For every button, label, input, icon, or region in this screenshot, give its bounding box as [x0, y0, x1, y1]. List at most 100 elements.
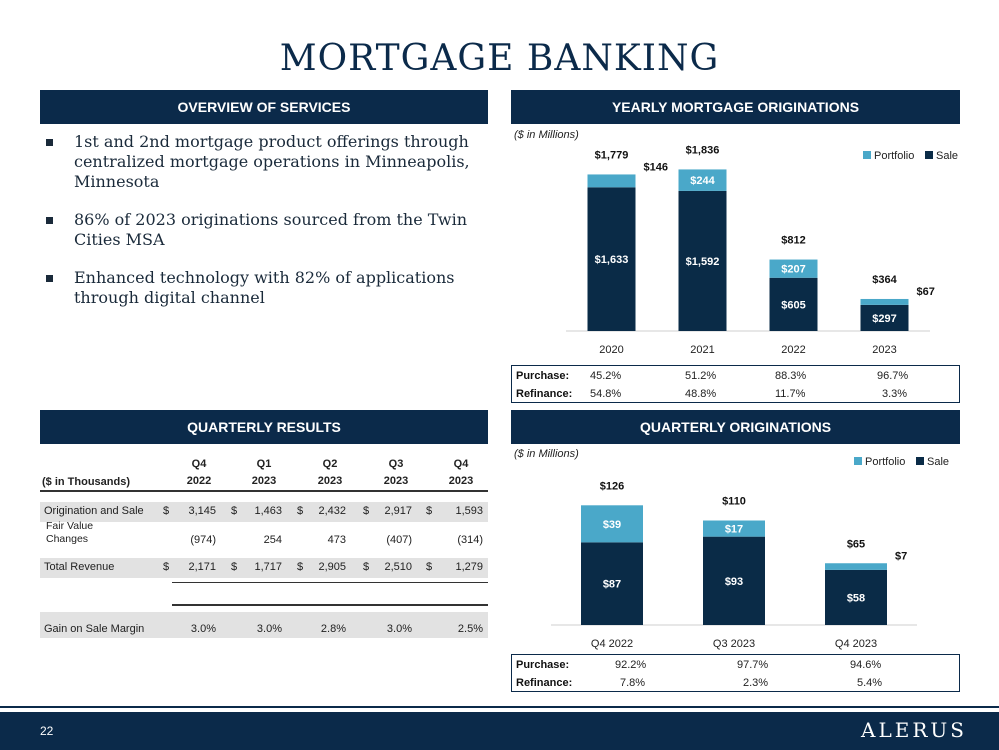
total-label: $65	[847, 538, 865, 550]
sale-value-label: $93	[725, 576, 743, 588]
x-tick-label: Q3 2023	[713, 638, 755, 650]
row-value: 473	[327, 534, 346, 546]
purchase-row: Purchase: 92.2% 97.7% 94.6%	[512, 656, 961, 673]
row-value: 3,145	[188, 505, 216, 517]
total-label: $364	[872, 274, 897, 286]
bar-sale	[769, 277, 818, 331]
column-quarter: Q4	[191, 458, 207, 470]
dollar-sign: $	[297, 561, 304, 573]
dollar-sign: $	[426, 561, 433, 573]
legend-sale-swatch	[916, 457, 924, 465]
total-rule	[172, 582, 488, 583]
dollar-sign: $	[297, 505, 304, 517]
refinance-label: Refinance:	[516, 676, 573, 689]
quarterly-results-header: QUARTERLY RESULTS	[40, 410, 488, 444]
bullet-item: Enhanced technology with 82% of applicat…	[40, 268, 490, 308]
row-band	[40, 612, 488, 638]
bar-sale	[678, 190, 727, 331]
legend-sale-label: Sale	[936, 150, 958, 162]
legend-portfolio-swatch	[863, 151, 871, 159]
purchase-value: 51.2%	[685, 369, 717, 382]
legend-portfolio-label: Portfolio	[874, 150, 914, 162]
row-label: Origination and Sale	[44, 505, 144, 517]
yearly-unit-note: ($ in Millions)	[514, 129, 579, 141]
alerus-logo: ALERUS	[861, 718, 967, 742]
bar-portfolio	[703, 520, 765, 537]
x-tick-label: Q4 2023	[835, 638, 877, 650]
total-label: $110	[722, 496, 746, 508]
legend-sale-label: Sale	[927, 456, 949, 468]
dollar-sign: $	[163, 561, 170, 573]
dollar-sign: $	[363, 505, 370, 517]
refinance-value: 3.3%	[882, 387, 908, 400]
bar-portfolio	[825, 563, 887, 570]
sale-value-label: $1,592	[686, 256, 720, 268]
row-value: 1,463	[254, 505, 282, 517]
footer-bar	[0, 712, 999, 750]
dollar-sign: $	[231, 561, 238, 573]
x-tick-label: Q4 2022	[591, 638, 633, 650]
purchase-label: Purchase:	[516, 658, 570, 671]
dollar-sign: $	[363, 561, 370, 573]
dollar-sign: $	[231, 505, 238, 517]
total-label: $1,836	[686, 144, 720, 156]
total-double-rule	[172, 604, 488, 606]
purchase-label: Purchase:	[516, 369, 570, 382]
refinance-label: Refinance:	[516, 387, 573, 400]
header-rule	[40, 490, 488, 492]
bullet-text: 86% of 2023 originations sourced from th…	[74, 210, 467, 249]
column-year: 2023	[251, 475, 277, 487]
portfolio-value-label: $244	[690, 175, 715, 187]
bar-portfolio	[678, 169, 727, 191]
footer-rule	[0, 706, 999, 708]
bar-sale	[860, 304, 909, 331]
column-year: 2023	[317, 475, 343, 487]
quarterly-mix-table: Purchase: 92.2% 97.7% 94.6% Refinance: 7…	[511, 654, 960, 692]
purchase-value: 88.3%	[775, 369, 807, 382]
bullet-square-icon	[46, 139, 56, 146]
page-title: MORTGAGE BANKING	[279, 38, 720, 79]
refinance-row: Refinance: 54.8% 48.8% 11.7% 3.3%	[512, 385, 961, 402]
x-tick-label: 2020	[599, 344, 623, 356]
bullet-item: 86% of 2023 originations sourced from th…	[40, 210, 490, 250]
yearly-mix-table: Purchase: 45.2% 51.2% 88.3% 96.7% Refina…	[511, 365, 960, 403]
row-label: Fair Value Changes	[46, 520, 94, 545]
purchase-value: 92.2%	[615, 658, 647, 671]
quarterly-originations-chart: Q4 2022 $126 $87 $39 Q3 2023 $110 $93 $17 Q4 202…	[551, 456, 949, 650]
legend-sale-swatch	[925, 151, 933, 159]
column-quarter: Q1	[256, 458, 272, 470]
column-year: 2023	[448, 475, 474, 487]
column-quarter: Q2	[322, 458, 338, 470]
bar-portfolio	[587, 174, 636, 188]
yearly-originations-chart: 2020 $1,779 $1,633 $146 2021 $1,836 $1,592 $244…	[566, 144, 958, 356]
purchase-value: 45.2%	[590, 369, 622, 382]
legend-portfolio-label: Portfolio	[865, 456, 905, 468]
yearly-originations-header: YEARLY MORTGAGE ORIGINATIONS	[511, 90, 960, 124]
row-value: 2,510	[384, 561, 412, 573]
purchase-value: 96.7%	[877, 369, 909, 382]
refinance-value: 11.7%	[775, 387, 806, 400]
row-value: 1,717	[254, 561, 282, 573]
row-value: 2.8%	[320, 623, 346, 635]
portfolio-value-label: $17	[725, 524, 743, 536]
quarterly-originations-header: QUARTERLY ORIGINATIONS	[511, 410, 960, 444]
bullet-text: Enhanced technology with 82% of applicat…	[74, 268, 455, 307]
bullet-text: 1st and 2nd mortgage product offerings t…	[74, 132, 470, 191]
row-value: 2,171	[188, 561, 216, 573]
column-quarter: Q4	[453, 458, 469, 470]
legend-portfolio-swatch	[854, 457, 862, 465]
row-value: 2,905	[318, 561, 346, 573]
row-value: 3.0%	[386, 623, 412, 635]
row-band	[40, 502, 488, 522]
x-tick-label: 2023	[872, 344, 896, 356]
bullet-square-icon	[46, 275, 56, 282]
sale-value-label: $58	[847, 592, 865, 604]
row-band	[40, 558, 488, 578]
column-year: 2022	[186, 475, 212, 487]
purchase-value: 97.7%	[737, 658, 769, 671]
purchase-row: Purchase: 45.2% 51.2% 88.3% 96.7%	[512, 367, 961, 384]
bar-sale	[825, 569, 887, 625]
portfolio-value-label: $7	[895, 550, 907, 562]
x-tick-label: 2022	[781, 344, 805, 356]
row-label: Gain on Sale Margin	[44, 623, 145, 635]
